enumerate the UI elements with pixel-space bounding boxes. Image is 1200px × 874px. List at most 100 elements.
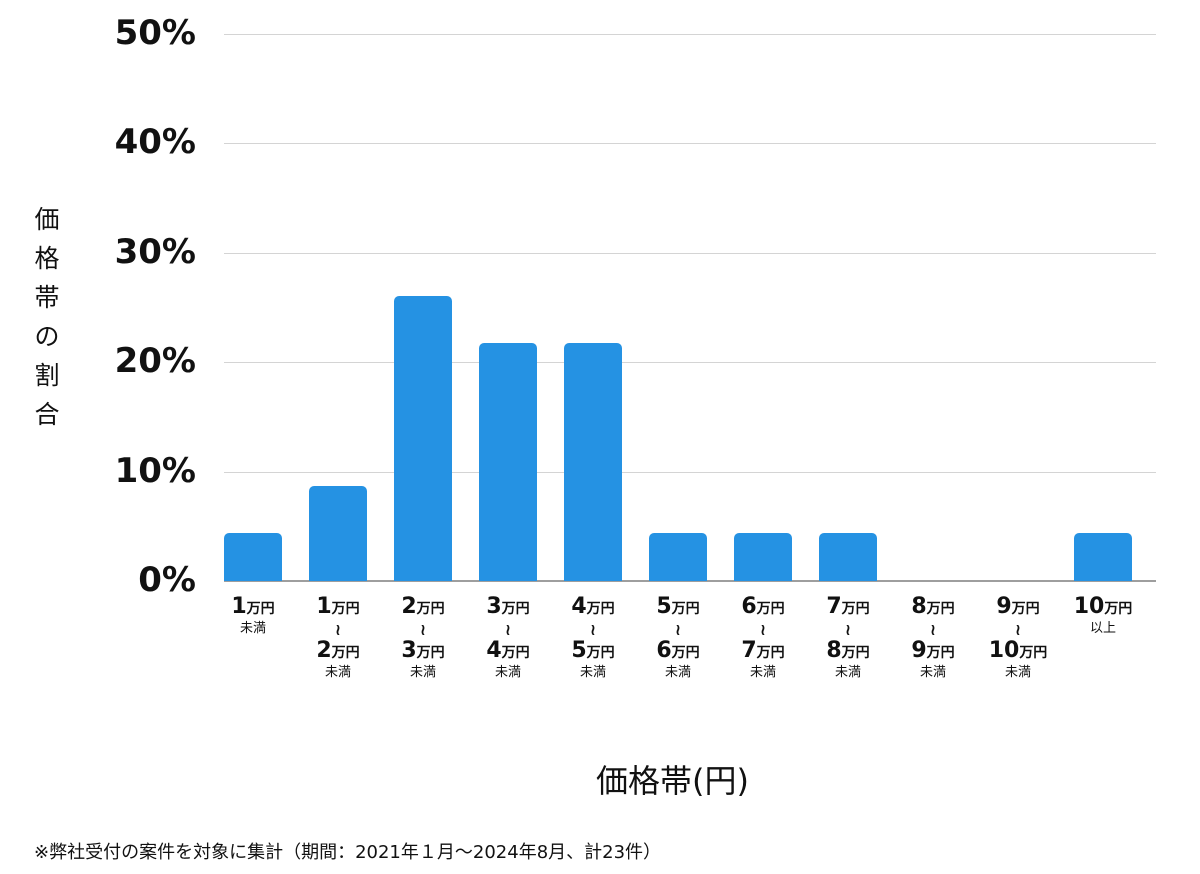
x-tick-to: 10万円 (988, 638, 1048, 663)
x-tick-label: 7万円 ≀ 8万円未満 (803, 594, 893, 680)
x-tick-suffix: 未満 (834, 665, 861, 680)
gridline (224, 362, 1156, 363)
x-tick-from: 1万円 (316, 594, 360, 619)
y-tick-label: 20% (114, 341, 196, 381)
unit: 万円 (671, 645, 700, 661)
bar (479, 343, 537, 581)
x-axis-title: 価格帯(円) (596, 762, 749, 800)
x-tick-from: 5万円 (656, 594, 700, 619)
x-tick-suffix: 未満 (409, 665, 436, 680)
x-tick-suffix: 未満 (749, 665, 776, 680)
unit: 万円 (1104, 601, 1133, 617)
x-tick-suffix: 未満 (494, 665, 521, 680)
unit: 万円 (331, 601, 360, 617)
x-tick-from: 1万円 (231, 594, 275, 619)
x-tick-tilde: ≀ (760, 620, 766, 639)
x-tick-tilde: ≀ (420, 620, 426, 639)
x-tick-tilde: ≀ (335, 620, 341, 639)
x-tick-from: 3万円 (486, 594, 530, 619)
bar (819, 533, 877, 581)
y-axis-title-char: 割 (34, 361, 60, 390)
y-axis-title-char: 価 (34, 205, 60, 234)
bar (1074, 533, 1132, 581)
x-tick-to: 3万円 (401, 638, 445, 663)
unit: 万円 (756, 645, 785, 661)
gridline (224, 253, 1156, 254)
gridline (224, 143, 1156, 144)
x-tick-suffix: 以上 (1089, 621, 1116, 636)
bar (309, 485, 367, 581)
unit: 万円 (756, 601, 785, 617)
y-tick-label: 40% (114, 122, 196, 162)
bar (224, 533, 282, 581)
y-tick-label: 10% (114, 451, 196, 491)
y-tick-label: 50% (114, 13, 196, 53)
x-tick-from: 10万円 (1073, 594, 1133, 619)
x-tick-label: 1万円未満 (208, 594, 298, 636)
y-tick-label: 30% (114, 232, 196, 272)
x-axis-line (224, 580, 1156, 582)
y-axis-title-char: 合 (34, 400, 60, 429)
x-tick-from: 6万円 (741, 594, 785, 619)
unit: 万円 (926, 645, 955, 661)
x-tick-from: 4万円 (571, 594, 615, 619)
x-tick-from: 8万円 (911, 594, 955, 619)
unit: 万円 (1019, 645, 1048, 661)
x-tick-tilde: ≀ (675, 620, 681, 639)
footnote: ※弊社受付の案件を対象に集計（期間：2021年１月〜2024年8月、計23件） (34, 842, 662, 863)
gridline (224, 34, 1156, 35)
y-axis-title-char: 格 (34, 244, 60, 273)
x-tick-to: 7万円 (741, 638, 785, 663)
bar (564, 343, 622, 581)
x-tick-to: 9万円 (911, 638, 955, 663)
x-tick-suffix: 未満 (664, 665, 691, 680)
x-tick-suffix: 未満 (239, 621, 266, 636)
x-tick-from: 9万円 (996, 594, 1040, 619)
x-tick-label: 8万円 ≀ 9万円未満 (888, 594, 978, 680)
x-tick-to: 2万円 (316, 638, 360, 663)
x-tick-tilde: ≀ (590, 620, 596, 639)
x-tick-tilde: ≀ (505, 620, 511, 639)
x-tick-suffix: 未満 (579, 665, 606, 680)
x-tick-label: 5万円 ≀ 6万円未満 (633, 594, 723, 680)
unit: 万円 (501, 601, 530, 617)
unit: 万円 (1011, 601, 1040, 617)
bar (734, 533, 792, 581)
x-tick-label: 3万円 ≀ 4万円未満 (463, 594, 553, 680)
x-tick-to: 8万円 (826, 638, 870, 663)
x-tick-suffix: 未満 (324, 665, 351, 680)
unit: 万円 (926, 601, 955, 617)
unit: 万円 (246, 601, 275, 617)
unit: 万円 (586, 601, 615, 617)
unit: 万円 (841, 601, 870, 617)
x-tick-suffix: 未満 (1004, 665, 1031, 680)
x-tick-label: 4万円 ≀ 5万円未満 (548, 594, 638, 680)
x-tick-to: 5万円 (571, 638, 615, 663)
unit: 万円 (416, 645, 445, 661)
x-tick-label: 2万円 ≀ 3万円未満 (378, 594, 468, 680)
y-axis-title-char: の (34, 322, 60, 351)
x-tick-to: 4万円 (486, 638, 530, 663)
x-tick-label: 6万円 ≀ 7万円未満 (718, 594, 808, 680)
y-tick-label: 0% (138, 560, 196, 600)
x-tick-label: 10万円以上 (1058, 594, 1148, 636)
unit: 万円 (671, 601, 700, 617)
unit: 万円 (501, 645, 530, 661)
x-tick-label: 1万円 ≀ 2万円未満 (293, 594, 383, 680)
y-axis-title: 価格帯の割合 (30, 200, 64, 434)
x-tick-tilde: ≀ (845, 620, 851, 639)
x-tick-tilde: ≀ (930, 620, 936, 639)
bar (649, 533, 707, 581)
x-tick-tilde: ≀ (1015, 620, 1021, 639)
x-tick-from: 2万円 (401, 594, 445, 619)
x-tick-from: 7万円 (826, 594, 870, 619)
unit: 万円 (841, 645, 870, 661)
gridline (224, 472, 1156, 473)
unit: 万円 (586, 645, 615, 661)
x-tick-suffix: 未満 (919, 665, 946, 680)
x-tick-to: 6万円 (656, 638, 700, 663)
unit: 万円 (416, 601, 445, 617)
y-axis-title-char: 帯 (34, 283, 60, 312)
bar (394, 295, 452, 581)
unit: 万円 (331, 645, 360, 661)
